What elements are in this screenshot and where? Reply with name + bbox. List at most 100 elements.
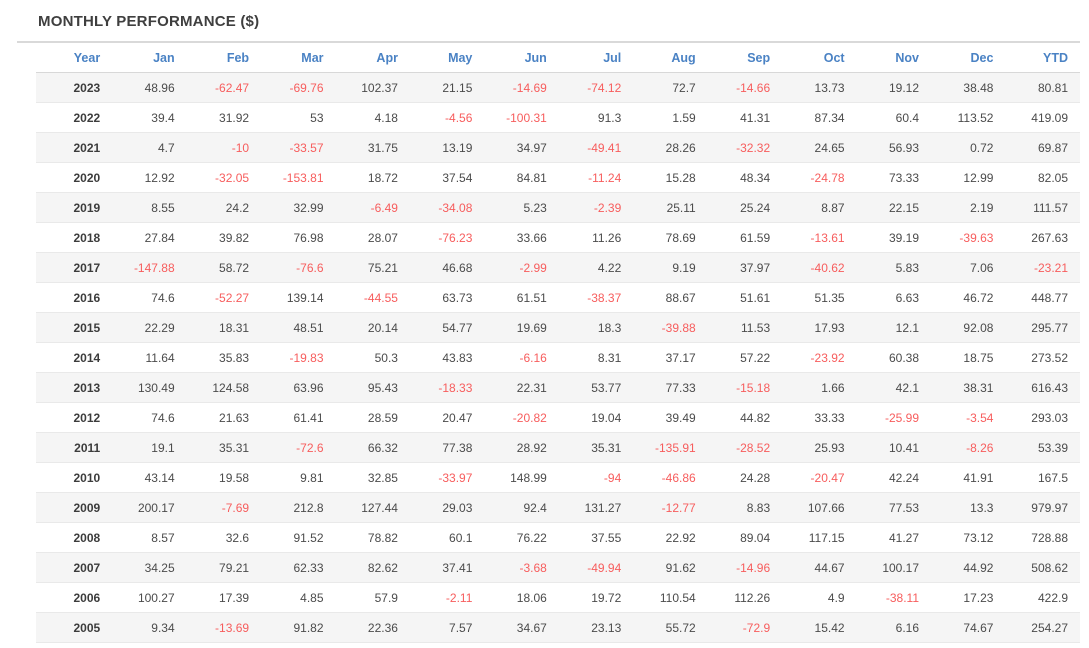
value-cell: 37.17 — [633, 342, 708, 373]
value-cell: 50.3 — [335, 342, 410, 373]
table-row: 2022 39.4 31.92 53 4.18 -4.56 -100.31 91.3 1.59 4… — [36, 102, 1080, 133]
value-cell: 19.12 — [856, 72, 932, 103]
value-cell: 448.77 — [1005, 282, 1080, 313]
value-cell: 38.48 — [931, 72, 1006, 103]
value-cell: 9.19 — [633, 252, 708, 283]
value-cell: 11.26 — [558, 222, 634, 253]
value-cell: 37.55 — [558, 522, 634, 553]
value-cell: 8.83 — [707, 492, 783, 523]
value-cell: 46.72 — [931, 282, 1006, 313]
value-cell: 56.93 — [856, 132, 932, 163]
table-body: 2023 48.96 -62.47 -69.76 102.37 21.15 -14.69 -7… — [36, 72, 1080, 643]
value-cell: 95.43 — [335, 372, 410, 403]
value-cell: -44.55 — [335, 282, 410, 313]
value-cell: 28.92 — [484, 432, 559, 463]
value-cell: 89.04 — [707, 522, 783, 553]
value-cell: -14.66 — [707, 72, 783, 103]
value-cell: 21.63 — [186, 402, 262, 433]
value-cell: 80.81 — [1005, 72, 1080, 103]
value-cell: 4.7 — [112, 132, 187, 163]
value-cell: -135.91 — [633, 432, 708, 463]
value-cell: 18.31 — [186, 312, 262, 343]
value-cell: -6.49 — [335, 192, 410, 223]
table-row: 2016 74.6 -52.27 139.14 -44.55 63.73 61.51 -38.… — [36, 282, 1080, 313]
value-cell: -6.16 — [484, 342, 559, 373]
value-cell: 4.9 — [782, 582, 857, 613]
value-cell: 5.83 — [856, 252, 932, 283]
value-cell: 17.23 — [931, 582, 1006, 613]
value-cell: 88.67 — [633, 282, 708, 313]
value-cell: -2.99 — [484, 252, 559, 283]
title-divider — [17, 41, 1080, 43]
column-header-nov: Nov — [856, 43, 932, 73]
value-cell: 37.54 — [409, 162, 485, 193]
value-cell: 139.14 — [261, 282, 336, 313]
value-cell: -3.54 — [931, 402, 1006, 433]
value-cell: 41.91 — [931, 462, 1006, 493]
value-cell: 48.34 — [707, 162, 783, 193]
value-cell: 34.67 — [484, 612, 559, 643]
value-cell: -49.94 — [558, 552, 634, 583]
value-cell: 34.97 — [484, 132, 559, 163]
value-cell: -62.47 — [186, 72, 262, 103]
value-cell: -46.86 — [633, 462, 708, 493]
column-header-oct: Oct — [782, 43, 857, 73]
header-row: Year Jan Feb Mar Apr May Jun Jul Aug Sep Oct Nov Dec… — [36, 43, 1080, 73]
value-cell: 87.34 — [782, 102, 857, 133]
value-cell: 15.42 — [782, 612, 857, 643]
value-cell: 33.33 — [782, 402, 857, 433]
value-cell: 51.35 — [782, 282, 857, 313]
year-cell: 2018 — [36, 222, 113, 253]
value-cell: 72.7 — [633, 72, 708, 103]
table-row: 2010 43.14 19.58 9.81 32.85 -33.97 148.99 -94 -4… — [36, 462, 1080, 493]
value-cell: 32.85 — [335, 462, 410, 493]
table-row: 2021 4.7 -10 -33.57 31.75 13.19 34.97 -49.41 28.… — [36, 132, 1080, 163]
value-cell: 20.47 — [409, 402, 485, 433]
value-cell: 112.26 — [707, 582, 783, 613]
value-cell: 17.39 — [186, 582, 262, 613]
value-cell: -38.37 — [558, 282, 634, 313]
value-cell: 24.28 — [707, 462, 783, 493]
value-cell: 24.65 — [782, 132, 857, 163]
year-cell: 2015 — [36, 312, 113, 343]
value-cell: 11.64 — [112, 342, 187, 373]
table-row: 2013 130.49 124.58 63.96 95.43 -18.33 22.31 53.… — [36, 372, 1080, 403]
value-cell: 60.4 — [856, 102, 932, 133]
table-row: 2017 -147.88 58.72 -76.6 75.21 46.68 -2.99 4.22… — [36, 252, 1080, 283]
value-cell: -33.57 — [261, 132, 336, 163]
value-cell: 60.38 — [856, 342, 932, 373]
year-cell: 2006 — [36, 582, 113, 613]
table-row: 2011 19.1 35.31 -72.6 66.32 77.38 28.92 35.31 -1… — [36, 432, 1080, 463]
value-cell: 167.5 — [1005, 462, 1080, 493]
value-cell: 100.17 — [856, 552, 932, 583]
value-cell: 63.96 — [261, 372, 336, 403]
value-cell: 18.06 — [484, 582, 559, 613]
value-cell: 1.59 — [633, 102, 708, 133]
value-cell: -94 — [558, 462, 634, 493]
year-cell: 2011 — [36, 432, 113, 463]
value-cell: 91.82 — [261, 612, 336, 643]
column-header-aug: Aug — [633, 43, 708, 73]
value-cell: 19.04 — [558, 402, 634, 433]
value-cell: 42.24 — [856, 462, 932, 493]
value-cell: 8.31 — [558, 342, 634, 373]
value-cell: 75.21 — [335, 252, 410, 283]
value-cell: 77.33 — [633, 372, 708, 403]
value-cell: 1.66 — [782, 372, 857, 403]
year-cell: 2017 — [36, 252, 113, 283]
value-cell: -49.41 — [558, 132, 634, 163]
year-cell: 2021 — [36, 132, 113, 163]
value-cell: 19.58 — [186, 462, 262, 493]
value-cell: -40.62 — [782, 252, 857, 283]
year-cell: 2020 — [36, 162, 113, 193]
value-cell: 117.15 — [782, 522, 857, 553]
column-header-jul: Jul — [558, 43, 634, 73]
value-cell: 61.41 — [261, 402, 336, 433]
value-cell: 73.33 — [856, 162, 932, 193]
value-cell: 24.2 — [186, 192, 262, 223]
value-cell: 53.39 — [1005, 432, 1080, 463]
value-cell: 25.24 — [707, 192, 783, 223]
value-cell: 74.6 — [112, 402, 187, 433]
table-row: 2015 22.29 18.31 48.51 20.14 54.77 19.69 18.3 -3… — [36, 312, 1080, 343]
column-header-feb: Feb — [186, 43, 262, 73]
